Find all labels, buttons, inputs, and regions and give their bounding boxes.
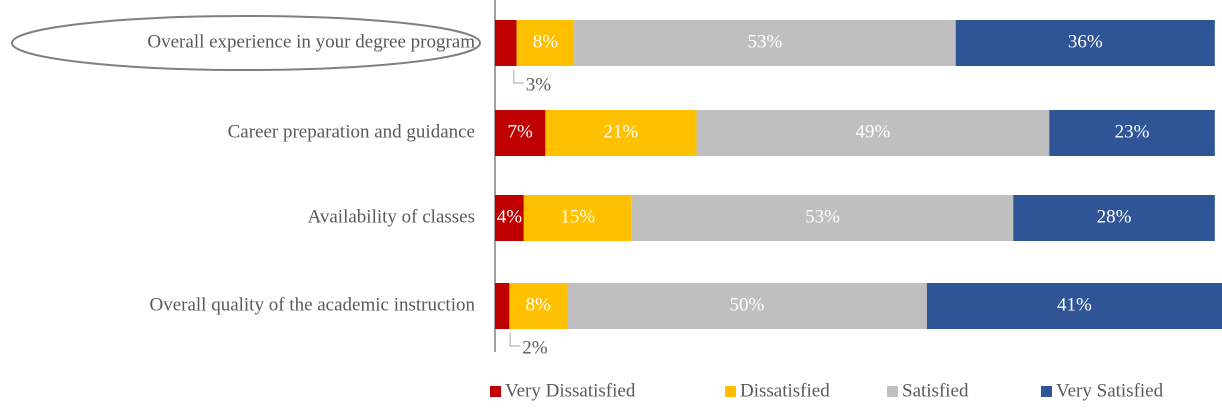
bar-segment [926,283,1222,329]
data-label: 41% [1057,294,1092,315]
bar-segment [509,283,567,329]
legend-label: Satisfied [902,380,969,401]
data-label: 49% [855,121,890,142]
bar-segment [545,110,697,156]
bar-segment [495,110,546,156]
data-label: 4% [497,206,523,227]
category-label: Availability of classes [308,206,475,227]
data-label: 21% [604,121,639,142]
category-label: Overall quality of the academic instruct… [149,294,475,315]
category-label: Overall experience in your degree progra… [147,31,475,52]
legend-label: Very Dissatisfied [505,380,636,401]
bar-segment [516,20,575,66]
data-label: 36% [1068,31,1103,52]
legend-label: Very Satisfied [1056,380,1164,401]
bar-segment [631,195,1014,241]
bar-segment [495,283,510,329]
data-label: 15% [560,206,595,227]
bar-segment [696,110,1050,156]
bar-segment [566,283,927,329]
bar-segment [574,20,956,66]
bar-segment [495,195,524,241]
data-label: 28% [1097,206,1132,227]
bar-segment [495,20,517,66]
legend-swatch [1041,386,1052,397]
leader-line [509,333,521,347]
legend-label: Dissatisfied [740,380,830,401]
bar-segment [1049,110,1215,156]
legend-swatch [725,386,736,397]
data-label: 8% [526,294,552,315]
data-label: 8% [533,31,559,52]
data-label: 23% [1115,121,1150,142]
data-label: 50% [730,294,765,315]
leader-line [513,70,524,84]
legend-swatch [887,386,898,397]
category-label: Career preparation and guidance [228,121,475,142]
bar-segment [523,195,632,241]
data-label: 53% [805,206,840,227]
highlight-ellipse [11,15,481,71]
data-label: 53% [748,31,783,52]
data-label: 7% [508,121,534,142]
bar-segment [955,20,1215,66]
bar-segment [1013,195,1215,241]
data-label: 3% [526,74,552,95]
legend-swatch [490,386,501,397]
data-label: 2% [522,337,548,358]
